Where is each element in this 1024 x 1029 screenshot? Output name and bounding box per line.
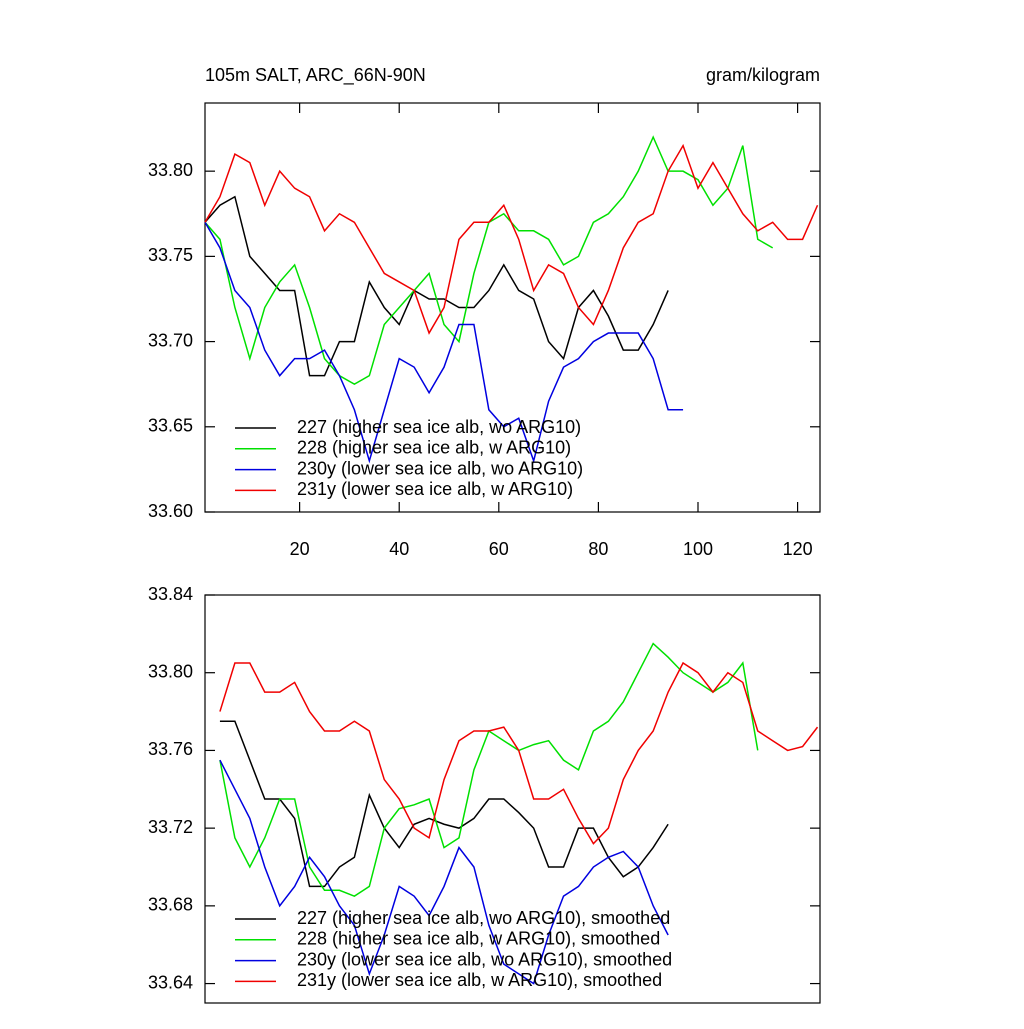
legend-label: 231y (lower sea ice alb, w ARG10), smoot… — [297, 970, 662, 990]
x-tick-label: 100 — [683, 539, 713, 559]
y-tick-label: 33.75 — [148, 245, 193, 265]
legend-label: 228 (higher sea ice alb, w ARG10), smoot… — [297, 929, 660, 949]
x-tick-label: 60 — [489, 539, 509, 559]
data-line — [204, 135, 774, 386]
chart-title: 105m SALT, ARC_66N-90N — [205, 65, 426, 86]
data-line — [219, 661, 819, 845]
data-line — [204, 195, 669, 377]
x-tick-label: 120 — [783, 539, 813, 559]
y-tick-label: 33.68 — [148, 895, 193, 915]
plot-frame — [204, 594, 821, 1004]
legend-label: 231y (lower sea ice alb, w ARG10) — [297, 479, 573, 499]
y-tick-label: 33.72 — [148, 817, 193, 837]
y-tick-label: 33.80 — [148, 160, 193, 180]
x-tick-label: 20 — [290, 539, 310, 559]
data-line — [204, 221, 684, 464]
y-tick-label: 33.70 — [148, 330, 193, 350]
x-tick-label: 40 — [389, 539, 409, 559]
data-line — [219, 759, 669, 985]
legend-label: 227 (higher sea ice alb, wo ARG10), smoo… — [297, 908, 670, 928]
data-line — [219, 720, 669, 888]
x-tick-label: 80 — [588, 539, 608, 559]
legend-label: 230y (lower sea ice alb, wo ARG10), smoo… — [297, 949, 672, 969]
y-tick-label: 33.64 — [148, 972, 193, 992]
y-tick-label: 33.80 — [148, 661, 193, 681]
y-tick-label: 33.60 — [148, 501, 193, 521]
plot-frame — [204, 102, 821, 513]
legend-label: 227 (higher sea ice alb, wo ARG10) — [297, 417, 581, 437]
legend-label: 230y (lower sea ice alb, wo ARG10) — [297, 458, 583, 478]
units-label: gram/kilogram — [706, 65, 820, 85]
y-tick-label: 33.76 — [148, 739, 193, 759]
data-line — [204, 143, 819, 335]
y-tick-label: 33.84 — [148, 584, 193, 604]
legend-label: 228 (higher sea ice alb, w ARG10) — [297, 438, 571, 458]
y-tick-label: 33.65 — [148, 416, 193, 436]
data-line — [219, 642, 759, 897]
